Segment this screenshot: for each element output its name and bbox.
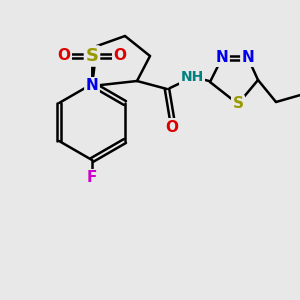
Text: F: F	[87, 170, 97, 185]
Text: N: N	[85, 79, 98, 94]
Text: S: S	[232, 97, 244, 112]
Text: O: O	[113, 49, 127, 64]
Text: NH: NH	[180, 70, 204, 84]
Text: N: N	[216, 50, 228, 65]
Text: O: O	[58, 49, 70, 64]
Text: S: S	[85, 47, 98, 65]
Text: N: N	[242, 50, 254, 65]
Text: O: O	[166, 119, 178, 134]
